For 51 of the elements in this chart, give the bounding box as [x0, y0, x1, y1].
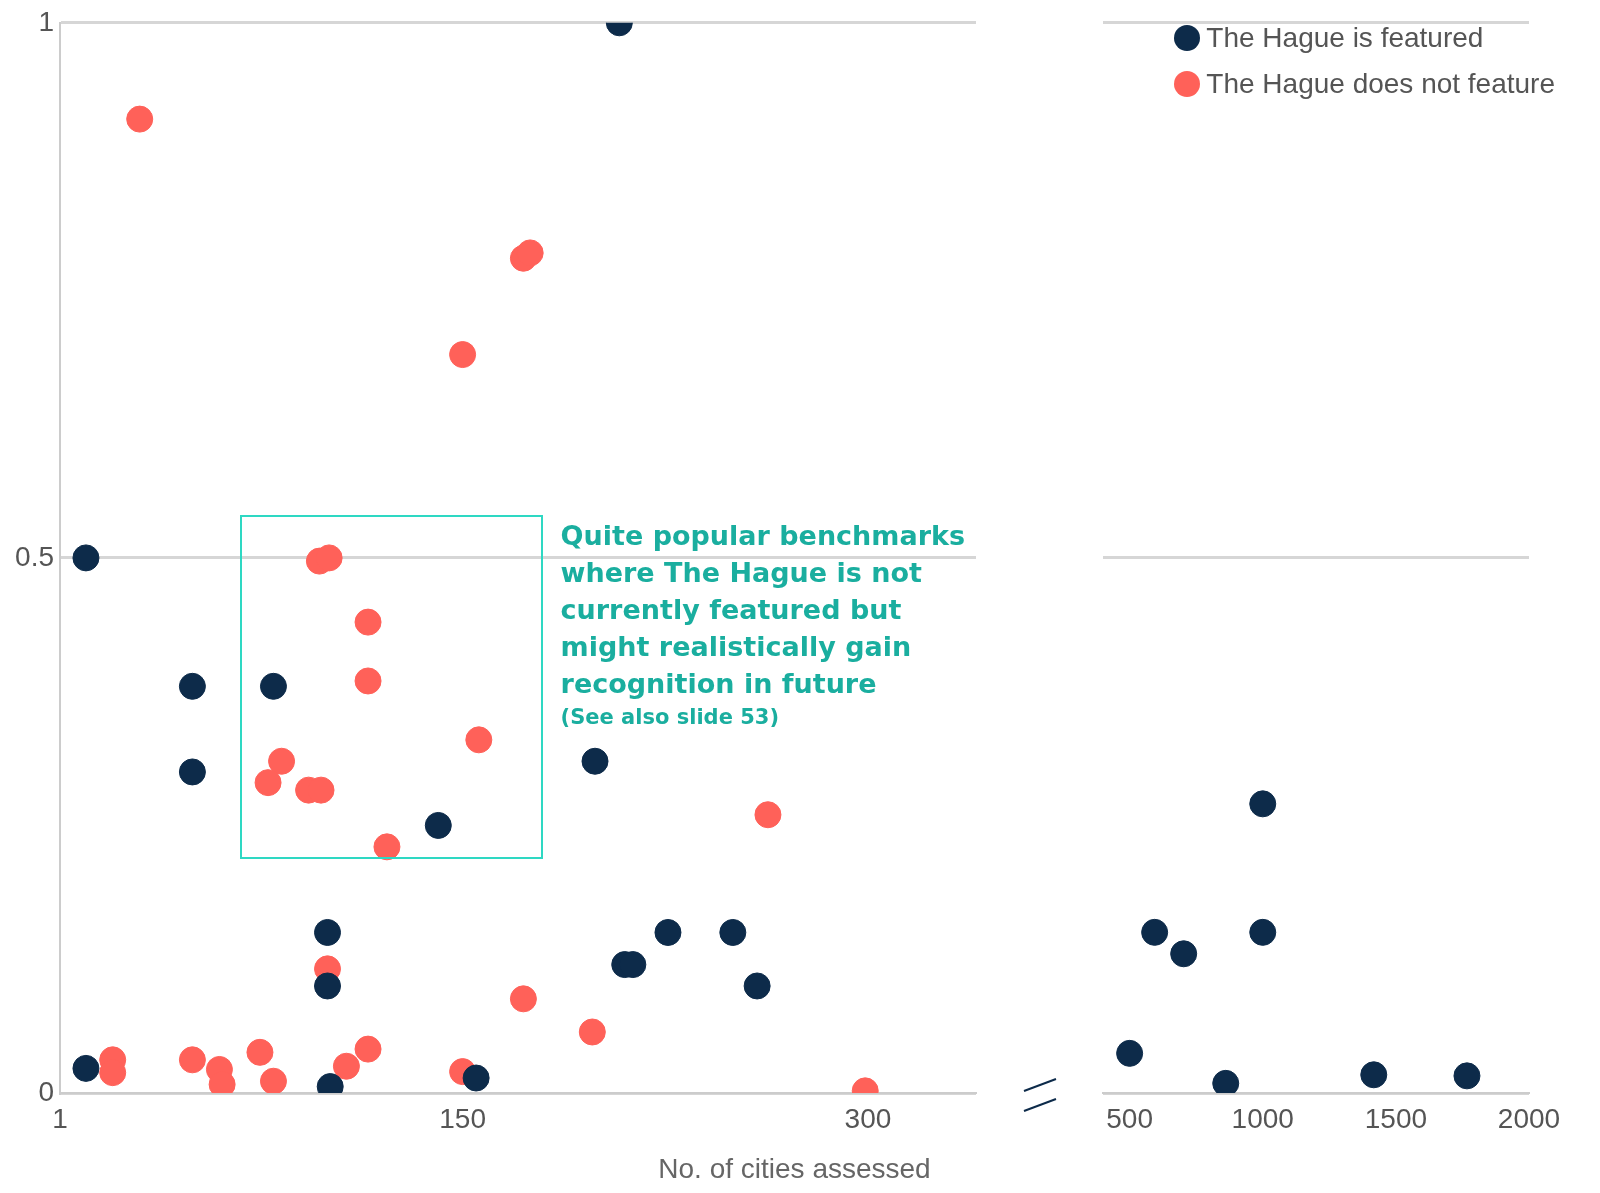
- x-tick-label: 1000: [1231, 1102, 1294, 1134]
- point: [1360, 1061, 1388, 1089]
- y-tick-label: 1: [38, 5, 54, 37]
- point: [465, 726, 493, 754]
- legend-label: The Hague does not feature: [1206, 68, 1555, 100]
- point: [1170, 940, 1198, 968]
- point: [1116, 1039, 1144, 1067]
- point: [254, 769, 282, 797]
- x-tick-label: 2000: [1497, 1102, 1561, 1134]
- x-axis-title: No. of cities assessed: [658, 1153, 931, 1185]
- point: [516, 239, 544, 267]
- point: [178, 1046, 206, 1074]
- point: [578, 1018, 606, 1046]
- point: [581, 747, 609, 775]
- point: [509, 985, 537, 1013]
- x-tick-label: 500: [1106, 1102, 1153, 1134]
- point: [1141, 918, 1169, 946]
- y-tick-label: 0: [38, 1075, 54, 1107]
- annotation: Quite popular benchmarks where The Hague is not currently featured but might realistically gain recognition in future: [560, 519, 967, 702]
- x-tick-label: 150: [439, 1102, 486, 1134]
- point: [126, 105, 154, 133]
- point: [72, 1054, 100, 1082]
- point: [1249, 918, 1277, 946]
- point: [719, 918, 747, 946]
- point: [259, 672, 287, 700]
- point: [246, 1038, 274, 1066]
- point: [449, 341, 477, 369]
- point: [373, 833, 401, 861]
- x-tick-label: 1500: [1364, 1102, 1428, 1134]
- point: [268, 747, 296, 775]
- y-tick-label: 0.5: [15, 540, 54, 572]
- point: [754, 801, 782, 829]
- annotation: (See also slide 53): [560, 704, 780, 732]
- point: [178, 672, 206, 700]
- point: [743, 972, 771, 1000]
- x-tick-label: 300: [844, 1102, 892, 1134]
- legend-label: The Hague is featured: [1206, 22, 1484, 54]
- point: [1453, 1062, 1481, 1090]
- point: [354, 1035, 382, 1063]
- point: [332, 1052, 360, 1080]
- point: [354, 667, 382, 695]
- point: [354, 608, 382, 636]
- point: [259, 1067, 287, 1093]
- point: [314, 972, 341, 1000]
- point: [654, 918, 682, 946]
- point: [424, 811, 452, 839]
- point: [1249, 790, 1277, 818]
- point: [178, 758, 206, 786]
- point: [314, 918, 341, 946]
- point: [462, 1064, 490, 1092]
- point: [72, 544, 100, 572]
